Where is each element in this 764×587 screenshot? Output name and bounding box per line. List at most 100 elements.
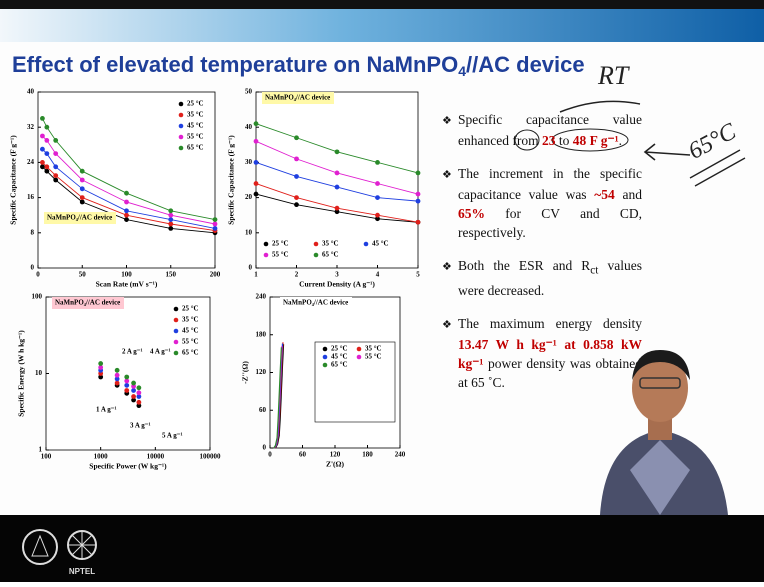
y-axis-label: Specific Energy (W h kg⁻¹): [17, 330, 26, 417]
data-point: [53, 138, 58, 143]
x-tick-label: 50: [79, 271, 87, 279]
data-point: [40, 116, 45, 121]
data-point: [416, 220, 421, 225]
y-tick-label: 32: [27, 123, 35, 131]
data-point: [53, 173, 58, 178]
data-point: [40, 134, 45, 139]
data-point: [40, 164, 45, 169]
bullet-icon: ❖: [442, 112, 458, 131]
x-tick-label: 1000: [94, 453, 109, 461]
panel-label: NaMnPO₄//AC device: [265, 94, 330, 102]
y-tick-label: 60: [259, 406, 267, 414]
legend-marker: [357, 355, 362, 360]
x-tick-label: 100: [41, 453, 52, 461]
y-tick-label: 100: [32, 293, 43, 301]
bullet: ❖The increment in the specific capacitan…: [442, 164, 642, 242]
slide-title: Effect of elevated temperature on NaMnPO…: [12, 52, 585, 79]
data-point: [124, 213, 129, 218]
data-point: [131, 388, 136, 393]
legend-label: 55 °C: [182, 338, 199, 346]
x-tick-label: 2: [295, 271, 299, 279]
legend-marker: [174, 351, 179, 356]
y-tick-label: 10: [245, 228, 253, 236]
data-point: [44, 164, 49, 169]
data-point: [254, 192, 259, 197]
x-axis-label: Specific Power (W kg⁻¹): [89, 462, 167, 471]
x-tick-label: 200: [210, 271, 221, 279]
data-point: [115, 368, 120, 373]
bullet-text: and: [615, 187, 642, 202]
panel-label: NaMnPO₄//AC device: [283, 299, 348, 307]
y-tick-label: 240: [256, 293, 267, 301]
legend-marker: [357, 347, 362, 352]
data-point: [168, 208, 173, 213]
x-tick-label: 60: [299, 451, 307, 459]
footer-band: [0, 515, 764, 582]
data-point: [335, 206, 340, 211]
x-tick-label: 0: [36, 271, 40, 279]
panel-label: NaMnPO₄//AC device: [47, 214, 112, 222]
data-point: [416, 171, 421, 176]
title-text: Effect of elevated temperature on NaMnPO: [12, 52, 458, 77]
y-tick-label: 0: [31, 264, 35, 272]
bullet-text: for CV and CD, respectively.: [458, 206, 642, 240]
bullet-list: ❖Specific capacitance value enhanced fro…: [442, 110, 642, 392]
x-tick-label: 5: [416, 271, 420, 279]
y-tick-label: 10: [35, 369, 43, 377]
x-tick-label: 1: [254, 271, 258, 279]
data-point: [168, 217, 173, 222]
legend-label: 35 °C: [365, 345, 382, 353]
y-tick-label: 0: [249, 264, 253, 272]
bullet-text: 65%: [458, 206, 485, 221]
bullet-text: to: [555, 133, 572, 148]
annotation: 2 A g⁻¹: [122, 348, 143, 356]
data-point: [115, 373, 120, 378]
bullet: ❖The maximum energy density 13.47 W h kg…: [442, 314, 642, 392]
x-tick-label: 150: [166, 271, 177, 279]
bullet-icon: ❖: [442, 316, 458, 335]
data-point: [115, 381, 120, 386]
data-point: [124, 375, 129, 380]
x-tick-label: 180: [362, 451, 373, 459]
legend-marker: [179, 102, 184, 107]
bullet-text: 48 F g⁻¹: [573, 133, 619, 148]
x-tick-label: 0: [268, 451, 272, 459]
legend-label: 25 °C: [187, 100, 204, 108]
annotation: 1 A g⁻¹: [96, 406, 117, 414]
legend-label: 45 °C: [187, 122, 204, 130]
data-point: [294, 202, 299, 207]
bullet: ❖Both the ESR and Rct values were decrea…: [442, 256, 642, 300]
legend-marker: [323, 355, 328, 360]
legend-label: 25 °C: [272, 240, 289, 248]
data-point: [416, 199, 421, 204]
data-point: [124, 383, 129, 388]
top-strip: [0, 0, 764, 9]
bullet-text: .: [619, 133, 622, 148]
data-point: [335, 149, 340, 154]
x-axis-label: Current Density (A g⁻¹): [299, 280, 375, 289]
x-axis-label: Z'(Ω): [326, 460, 345, 469]
legend-label: 55 °C: [272, 251, 289, 259]
data-point: [213, 226, 218, 231]
data-point: [335, 171, 340, 176]
x-tick-label: 100000: [200, 453, 222, 461]
legend-label: 25 °C: [182, 305, 199, 313]
data-point: [98, 361, 103, 366]
bullet-box: ❖Specific capacitance value enhanced fro…: [442, 110, 642, 440]
legend-label: 35 °C: [187, 111, 204, 119]
y-tick-label: 0: [263, 444, 267, 452]
data-point: [335, 185, 340, 190]
bullet: ❖Specific capacitance value enhanced fro…: [442, 110, 642, 150]
annotation: 5 A g⁻¹: [162, 432, 183, 440]
legend-marker: [179, 135, 184, 140]
legend-marker: [174, 307, 179, 312]
data-point: [44, 151, 49, 156]
title-subscript: 4: [458, 63, 466, 79]
data-point: [213, 217, 218, 222]
data-point: [80, 195, 85, 200]
y-tick-label: 180: [256, 330, 267, 338]
data-point: [124, 388, 129, 393]
data-point: [80, 186, 85, 191]
bullet-icon: ❖: [442, 166, 458, 185]
x-tick-label: 100: [121, 271, 132, 279]
